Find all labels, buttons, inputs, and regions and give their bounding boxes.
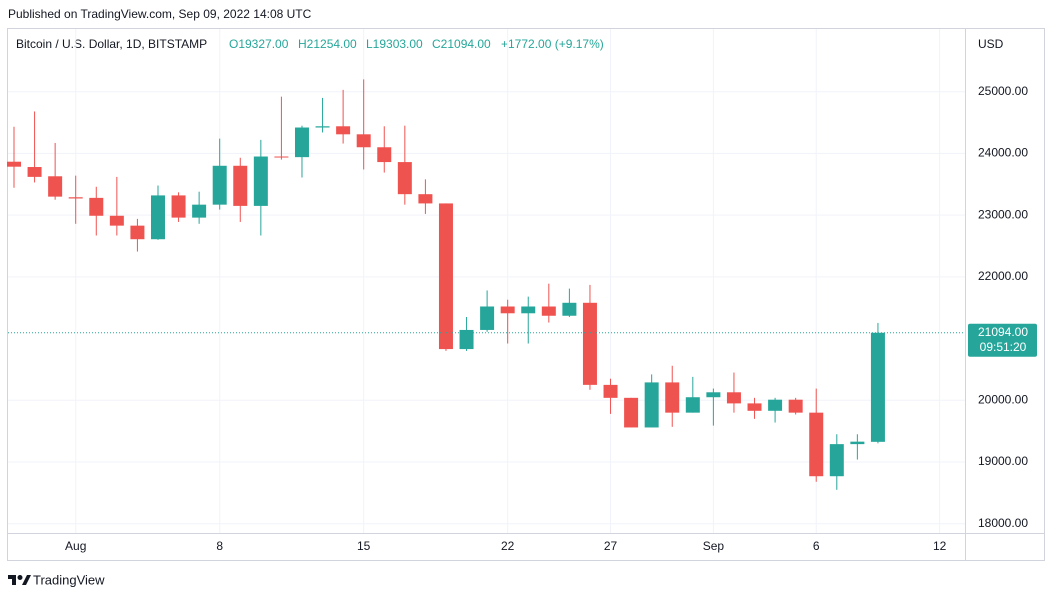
y-tick-label: 25000.00 [978, 84, 1028, 98]
candle-body [603, 384, 618, 398]
candle-body [315, 126, 330, 128]
candle-body [644, 382, 659, 428]
x-tick-label: 12 [933, 539, 947, 553]
candle-body [562, 302, 577, 316]
brand-name: TradingView [33, 572, 105, 587]
y-tick-label: 20000.00 [978, 392, 1028, 406]
candle-body [870, 332, 885, 442]
candle-body [685, 397, 700, 413]
last-price-box [968, 323, 1037, 357]
candle-body [150, 195, 165, 240]
candle-body [27, 167, 42, 177]
candle-body [747, 403, 762, 411]
candle-body [829, 444, 844, 477]
countdown-label: 09:51:20 [980, 340, 1027, 354]
candle-body [541, 306, 556, 316]
candle-body [48, 176, 63, 197]
candle-body [212, 165, 227, 205]
candle-body [274, 156, 289, 158]
candle-body [850, 441, 865, 445]
x-tick-label: 27 [604, 539, 618, 553]
candle-body [706, 392, 721, 398]
legend-high: H21254.00 [298, 37, 357, 51]
candle-body [294, 127, 309, 158]
x-tick-label: Sep [703, 539, 725, 553]
x-tick-label: 22 [501, 539, 515, 553]
candle-body [809, 412, 824, 477]
currency: USD [978, 37, 1004, 51]
candle-body [397, 162, 412, 195]
candle-body [68, 197, 83, 199]
y-tick-label: 24000.00 [978, 146, 1028, 160]
y-tick-label: 19000.00 [978, 454, 1028, 468]
candle-body [624, 397, 639, 428]
y-tick-label: 23000.00 [978, 207, 1028, 221]
x-tick-label: 15 [357, 539, 371, 553]
candle-body [130, 225, 145, 240]
y-tick-label: 18000.00 [978, 516, 1028, 530]
candle-body [665, 382, 680, 413]
candle-body [521, 306, 536, 314]
symbol-title: Bitcoin / U.S. Dollar, 1D, BITSTAMP [16, 37, 207, 51]
candle-body [336, 126, 351, 135]
candle-body [192, 204, 207, 218]
candle-body [480, 306, 495, 330]
legend-close: C21094.00 [432, 37, 491, 51]
x-tick-label: Aug [65, 539, 86, 553]
candle-body [171, 195, 186, 218]
x-tick-label: 8 [216, 539, 223, 553]
published-note: Published on TradingView.com, Sep 09, 20… [8, 7, 312, 21]
legend-change: +1772.00 (+9.17%) [501, 37, 604, 51]
candle-body [89, 197, 104, 216]
candle-body [377, 147, 392, 163]
candle-body [768, 399, 783, 411]
candle-body [788, 399, 803, 413]
legend-low: L19303.00 [366, 37, 423, 51]
candle-body [582, 302, 597, 385]
last-price-label: 21094.00 [978, 325, 1028, 339]
chart-frame [7, 28, 1045, 561]
y-tick-label: 22000.00 [978, 269, 1028, 283]
candle-body [253, 156, 268, 206]
candle-body [233, 165, 248, 206]
candle-body [418, 194, 433, 204]
x-tick-label: 6 [813, 539, 820, 553]
candle-body [726, 392, 741, 404]
candle-body [109, 215, 124, 226]
candle-body [7, 161, 21, 167]
candle-body [356, 134, 371, 148]
candle-body [438, 203, 453, 350]
candle-body [500, 306, 515, 314]
candle-body [459, 329, 474, 350]
legend-open: O19327.00 [229, 37, 289, 51]
brand-logo [8, 575, 31, 585]
